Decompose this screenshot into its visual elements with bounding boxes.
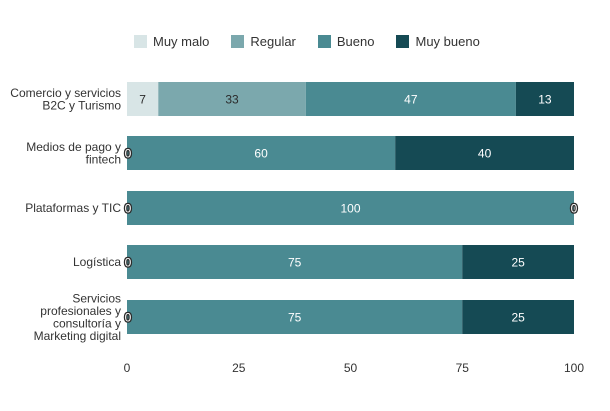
legend-label: Bueno [336,34,375,49]
category-label: Servicios [72,291,121,305]
x-tick-label: 50 [344,361,358,375]
bar-segment [305,82,516,116]
data-label: 33 [225,93,239,107]
data-label: 0 [125,147,132,161]
data-label: 100 [340,202,360,216]
data-label: 0 [125,256,132,270]
bar-segment [127,300,463,334]
category-label: Comercio y servicios [10,86,121,100]
category-label: Logística [73,255,121,269]
data-label: 0 [571,202,578,216]
category-label: fintech [86,152,121,166]
legend-label: Regular [250,34,296,49]
data-label: 40 [478,147,492,161]
data-label: 75 [288,311,302,325]
data-label: 0 [125,311,132,325]
legend-swatch [317,35,331,48]
legend-item-regular: Regular [231,34,296,49]
data-label: 75 [288,256,302,270]
x-tick-label: 100 [564,361,584,375]
bar-segment [462,300,574,334]
category-label: profesionales y [40,304,121,318]
category-label: Marketing digital [34,329,121,343]
data-label: 13 [538,93,552,107]
category-label: Plataformas y TIC [25,201,121,215]
data-label: 7 [139,93,146,107]
bar-segment [395,136,574,170]
bar-segment [158,82,306,116]
x-tick-label: 0 [124,361,131,375]
data-label: 60 [254,147,268,161]
x-tick-label: 25 [232,361,246,375]
legend-swatch [396,35,410,48]
bar-segment [127,191,574,225]
data-label: 25 [511,311,525,325]
bar-segment [127,245,463,279]
legend-item-muy-malo: Muy malo [134,34,209,49]
bar-segment [127,136,396,170]
legend-swatch [231,35,245,48]
category-label: B2C y Turismo [42,98,121,112]
bar-segment [515,82,574,116]
bar-segment [127,82,159,116]
legend: Muy malo Regular Bueno Muy bueno [134,34,480,49]
data-label: 25 [511,256,525,270]
x-tick-label: 75 [456,361,470,375]
data-label: 47 [404,93,418,107]
data-label: 0 [125,202,132,216]
legend-label: Muy bueno [415,34,480,49]
legend-item-muy-bueno: Muy bueno [396,34,480,49]
legend-item-bueno: Bueno [317,34,375,49]
legend-swatch [134,35,147,48]
legend-label: Muy malo [153,34,210,49]
bar-segment [462,245,574,279]
category-label: consultoría y [53,316,121,330]
category-label: Medios de pago y [26,140,121,154]
